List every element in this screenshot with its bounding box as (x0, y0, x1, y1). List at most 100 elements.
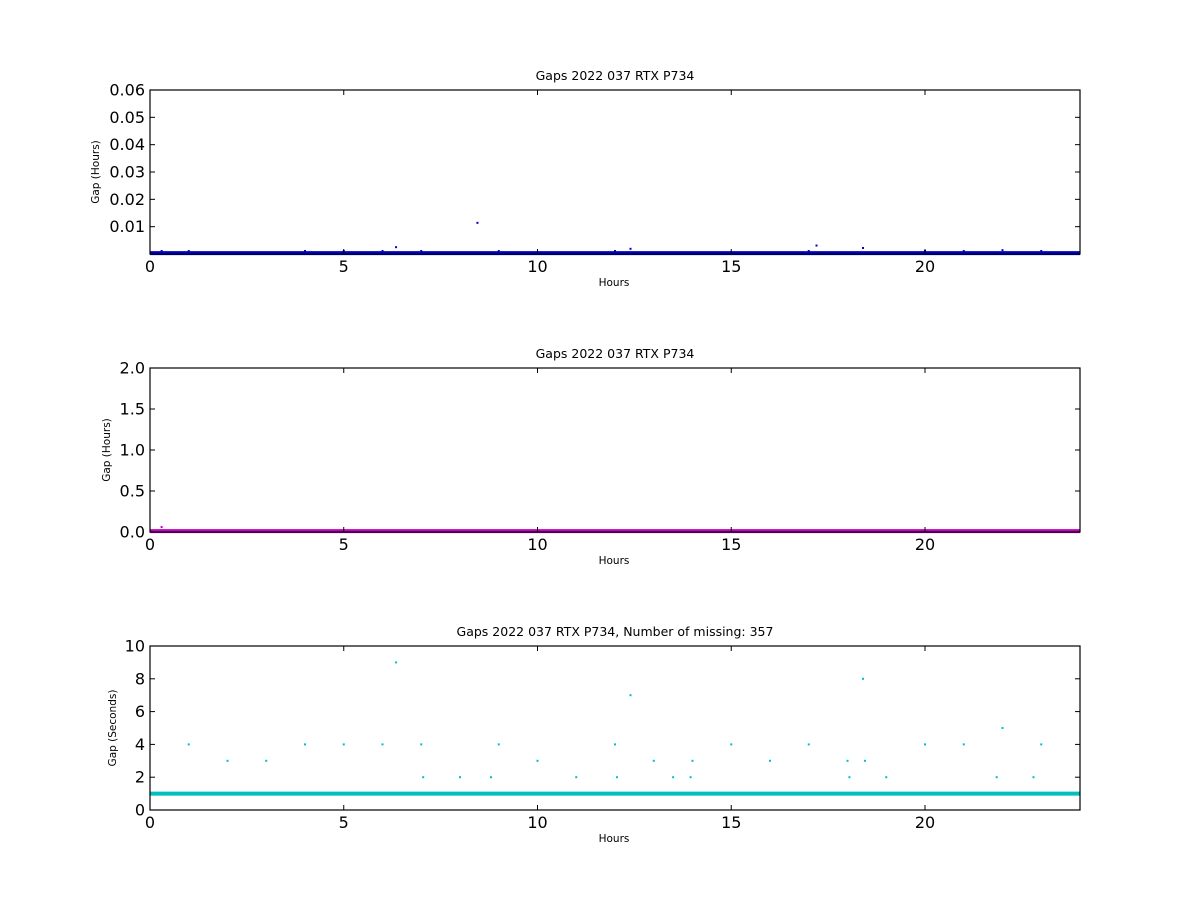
data-point (381, 249, 384, 252)
data-point (1001, 249, 1004, 252)
y-axis-label: Gap (Hours) (90, 140, 102, 204)
y-axis-label: Gap (Hours) (101, 418, 113, 482)
x-tick-label: 15 (721, 535, 741, 554)
data-point (459, 776, 461, 779)
chart-title: Gaps 2022 037 RTX P734 (536, 68, 695, 83)
y-tick-label: 0 (135, 801, 145, 820)
data-point (815, 244, 818, 247)
gap-seconds-chart-bottom: Gaps 2022 037 RTX P734, Number of missin… (107, 624, 1081, 845)
y-tick-label: 0.02 (109, 190, 145, 209)
x-tick-label: 20 (915, 535, 935, 554)
plot-frame (149, 367, 1081, 533)
data-point (995, 776, 998, 779)
y-axis-label: Gap (Seconds) (107, 690, 119, 767)
x-tick-label: 0 (145, 535, 155, 554)
data-point (689, 776, 692, 779)
data-point (672, 776, 675, 779)
data-point (395, 661, 398, 664)
x-tick-label: 15 (721, 257, 741, 276)
x-tick-label: 5 (339, 257, 349, 276)
plot-marks (150, 661, 1080, 796)
x-tick-label: 10 (527, 813, 547, 832)
gap-hours-chart-middle: Gaps 2022 037 RTX P734 Gap (Hours) Hours… (101, 346, 1081, 567)
data-point (962, 743, 965, 746)
data-point (769, 759, 771, 762)
data-point (863, 759, 866, 762)
data-point (885, 776, 888, 779)
y-tick-label: 6 (135, 702, 145, 721)
data-point (490, 776, 492, 779)
data-point (536, 759, 539, 762)
data-point (160, 249, 163, 252)
y-tick-label: 0.5 (120, 482, 145, 501)
y-tick-label: 2.0 (120, 359, 145, 378)
data-point (862, 677, 864, 680)
data-point (497, 249, 500, 252)
axis-ticks: 0 5 10 15 20 0.01 0.02 0.03 0.04 0.05 0.06 (109, 81, 1080, 276)
y-tick-label: 0.04 (109, 135, 145, 154)
data-point (691, 759, 694, 762)
gap-hours-chart-top: Gaps 2022 037 RTX P734 Gap (Hours) Hours… (90, 68, 1081, 289)
data-point (862, 246, 864, 249)
x-tick-label: 5 (339, 535, 349, 554)
x-tick-label: 0 (145, 257, 155, 276)
data-point (1001, 727, 1004, 729)
data-point (1032, 776, 1035, 779)
x-tick-label: 20 (915, 813, 935, 832)
data-point (187, 743, 190, 746)
data-point (422, 776, 425, 779)
x-tick-label: 10 (527, 535, 547, 554)
data-point (614, 249, 616, 252)
data-point (629, 247, 632, 250)
x-tick-label: 15 (721, 813, 741, 832)
y-tick-label: 0.0 (120, 523, 145, 542)
x-axis-label: Hours (599, 277, 630, 289)
data-point (848, 776, 851, 779)
data-point (807, 743, 810, 746)
data-point (187, 249, 190, 252)
data-point (420, 249, 423, 252)
data-point (575, 776, 578, 779)
data-point (304, 743, 306, 746)
x-tick-label: 10 (527, 257, 547, 276)
chart-title: Gaps 2022 037 RTX P734 (536, 346, 695, 361)
y-tick-label: 1.0 (120, 441, 145, 460)
data-point (730, 743, 733, 746)
y-tick-label: 2 (135, 768, 145, 787)
y-tick-label: 10 (125, 637, 145, 656)
data-point (652, 759, 655, 762)
data-point (160, 526, 163, 529)
data-point (420, 743, 423, 746)
data-point (924, 743, 926, 746)
data-point (614, 743, 616, 746)
data-point (265, 759, 268, 762)
y-tick-label: 0.01 (109, 217, 145, 236)
y-tick-label: 0.03 (109, 163, 145, 182)
y-tick-label: 0.05 (109, 108, 145, 127)
data-point (846, 759, 849, 762)
plot-frame (149, 645, 1081, 811)
data-point (476, 221, 479, 224)
y-tick-label: 1.5 (120, 400, 145, 419)
data-point (629, 694, 632, 697)
x-tick-label: 0 (145, 813, 155, 832)
data-point (615, 776, 618, 779)
data-point (1040, 743, 1043, 746)
data-point (342, 743, 345, 746)
data-point (962, 249, 965, 252)
y-tick-label: 8 (135, 669, 145, 688)
y-tick-label: 4 (135, 735, 145, 754)
data-point (497, 743, 500, 746)
chart-title: Gaps 2022 037 RTX P734, Number of missin… (457, 624, 774, 639)
axis-ticks: 0 5 10 15 20 0 2 4 6 8 10 (125, 637, 1080, 832)
plot-frame (149, 89, 1081, 255)
x-axis-label: Hours (599, 555, 630, 567)
data-point (1040, 249, 1043, 252)
data-point (807, 249, 810, 252)
data-point (304, 249, 306, 252)
data-point (381, 743, 384, 746)
data-point (160, 792, 163, 795)
x-tick-label: 20 (915, 257, 935, 276)
